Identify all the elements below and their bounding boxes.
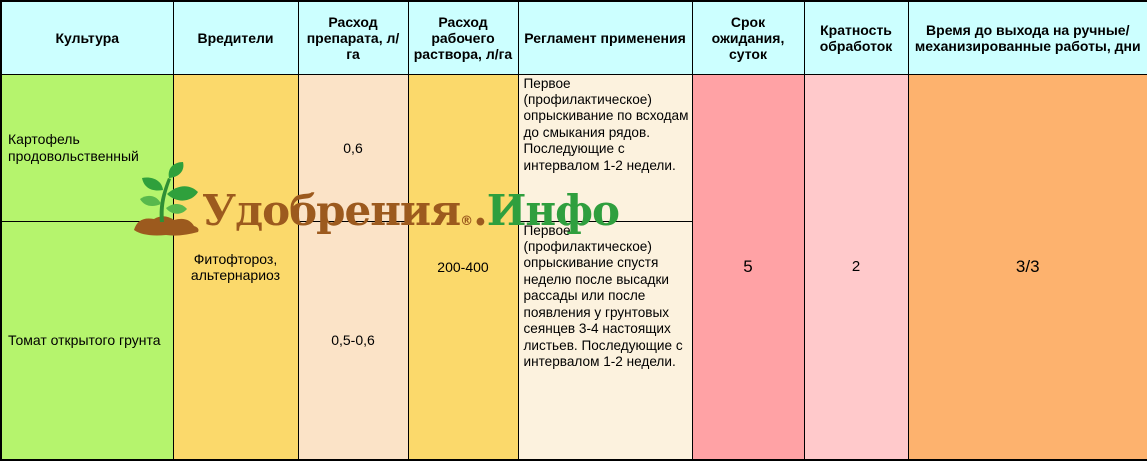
cell-dose-potato: 0,6: [297, 73, 409, 222]
header-culture: Культура: [0, 0, 174, 75]
cell-time-to-work: 3/3: [907, 73, 1147, 461]
table-row-tomato: Томат открытого грунта 0,5-0,6 Первое (п…: [0, 220, 1147, 461]
header-multiplicity: Кратность обработок: [803, 0, 909, 75]
cell-pests: Фитофтороз, альтернариоз: [172, 73, 299, 461]
cell-regulation-potato: Первое (профилактическое) опрыскивание п…: [517, 73, 693, 222]
cell-culture-tomato: Томат открытого грунта: [0, 220, 174, 461]
cell-solution: 200-400: [407, 73, 519, 461]
cell-regulation-tomato: Первое (профилактическое) опрыскивание с…: [517, 220, 693, 461]
cell-culture-potato: Картофель продовольственный: [0, 73, 174, 222]
header-dose: Расход препарата, л/га: [297, 0, 409, 75]
header-row: Культура Вредители Расход препарата, л/г…: [0, 0, 1147, 75]
header-waiting: Срок ожидания, суток: [691, 0, 805, 75]
cell-waiting-days: 5: [691, 73, 805, 461]
table-row-potato: Картофель продовольственный Фитофтороз, …: [0, 73, 1147, 461]
header-regulation: Регламент применения: [517, 0, 693, 75]
cell-treatments-count: 2: [803, 73, 909, 461]
header-solution: Расход рабочего раствора, л/га: [407, 0, 519, 75]
header-time-to-work: Время до выхода на ручные/механизированн…: [907, 0, 1147, 75]
header-pests: Вредители: [172, 0, 299, 75]
cell-dose-tomato: 0,5-0,6: [297, 220, 409, 461]
